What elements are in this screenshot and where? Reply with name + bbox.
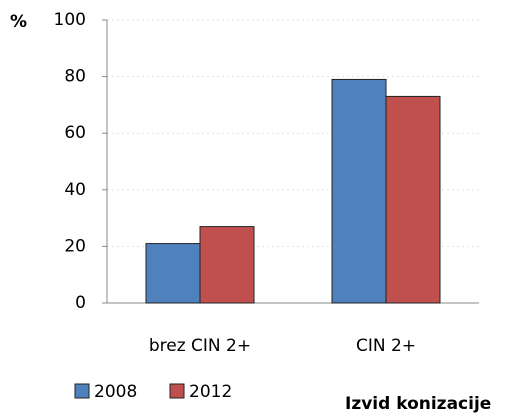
y-tick-label: 20 — [64, 236, 86, 256]
y-tick-label: 100 — [54, 10, 86, 30]
y-tick-label: 40 — [64, 180, 86, 200]
x-tick-label: CIN 2+ — [356, 336, 416, 356]
bar — [385, 95, 441, 304]
bar — [199, 226, 255, 304]
y-tick-label: 0 — [75, 293, 86, 313]
x-tick-label: brez CIN 2+ — [149, 336, 251, 356]
y-axis-label: % — [10, 12, 27, 32]
legend-swatch — [169, 383, 185, 399]
x-axis-label: Izvid konizacije — [345, 394, 491, 414]
legend-label: 2012 — [189, 382, 232, 402]
legend-swatch — [74, 383, 90, 399]
bar — [331, 78, 387, 304]
y-tick-label: 60 — [64, 123, 86, 143]
y-tick-label: 80 — [64, 67, 86, 87]
legend-label: 2008 — [94, 382, 137, 402]
bar — [145, 243, 201, 304]
